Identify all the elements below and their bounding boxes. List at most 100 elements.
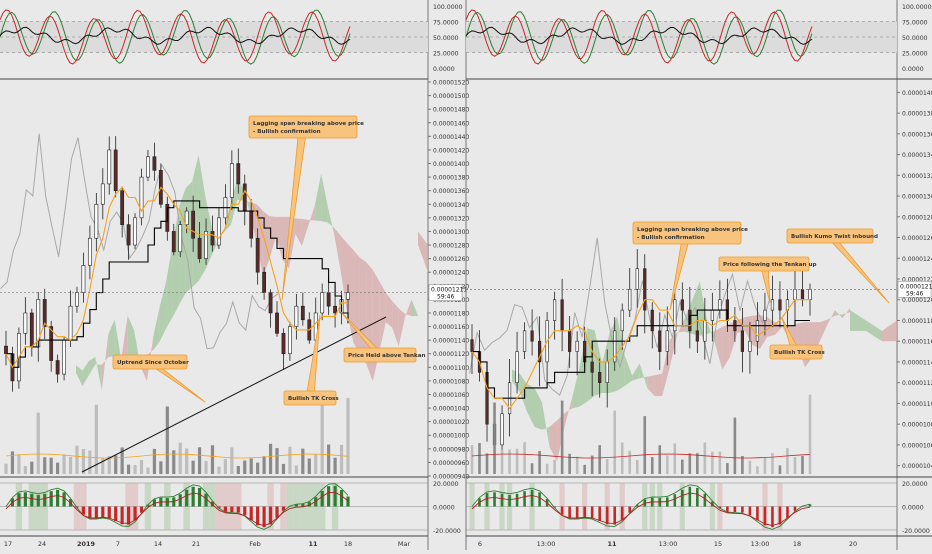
candle-body bbox=[146, 157, 149, 177]
volume-bar bbox=[636, 460, 639, 474]
volume-bar bbox=[478, 443, 481, 474]
volume-bar bbox=[764, 458, 767, 474]
osc-tick-label: 100.0000 bbox=[902, 4, 932, 11]
price-tick-label: 0.00001140 bbox=[902, 359, 932, 366]
osc-tick-label: 75.0000 bbox=[902, 20, 928, 27]
volume-bar bbox=[809, 395, 812, 474]
macd-histogram-bar bbox=[230, 507, 233, 513]
candle-body bbox=[756, 320, 759, 341]
price-tick-label: 0.00001120 bbox=[433, 351, 469, 358]
macd-histogram-bar bbox=[62, 492, 65, 506]
candle-body bbox=[133, 218, 136, 245]
candle-body bbox=[651, 310, 654, 331]
macd-histogram-bar bbox=[704, 494, 707, 507]
volume-bar bbox=[11, 451, 14, 474]
macd-histogram-bar bbox=[786, 507, 789, 518]
volume-bar bbox=[643, 416, 646, 474]
macd-tick-label: -20.0000 bbox=[433, 528, 461, 535]
candle-body bbox=[576, 341, 579, 351]
macd-histogram-bar bbox=[263, 507, 266, 528]
annotation-text: Price Held above Tenkan bbox=[348, 353, 426, 359]
candle-body bbox=[62, 340, 65, 374]
volume-bar bbox=[501, 450, 504, 474]
volume-bar bbox=[493, 403, 496, 474]
volume-bar bbox=[62, 454, 65, 474]
volume-bar bbox=[568, 454, 571, 474]
candle-body bbox=[69, 306, 72, 340]
volume-bar bbox=[621, 443, 624, 474]
price-tick-label: 0.00001040 bbox=[433, 406, 469, 413]
volume-bar bbox=[689, 453, 692, 474]
volume-bar bbox=[250, 459, 253, 474]
macd-histogram-bar bbox=[243, 507, 246, 516]
candle-body bbox=[333, 306, 336, 313]
volume-bar bbox=[327, 445, 330, 474]
macd-histogram-bar bbox=[598, 507, 601, 522]
annotation-text: Bullish TK Cross bbox=[774, 350, 825, 356]
candle-body bbox=[95, 204, 98, 238]
macd-histogram-bar bbox=[256, 507, 259, 526]
price-tick-label: 0.00001240 bbox=[902, 256, 932, 263]
volume-bar bbox=[583, 465, 586, 474]
price-tick-label: 0.00001380 bbox=[902, 111, 932, 118]
volume-bar bbox=[516, 449, 519, 474]
candle-body bbox=[185, 211, 188, 225]
volume-bar bbox=[146, 468, 149, 474]
macd-histogram-bar bbox=[56, 490, 59, 507]
osc-band bbox=[0, 22, 428, 53]
volume-bar bbox=[734, 418, 737, 474]
time-tick-label: 15 bbox=[714, 540, 722, 548]
volume-bar bbox=[576, 457, 579, 474]
volume-bar bbox=[523, 442, 526, 474]
macd-histogram-bar bbox=[185, 490, 188, 507]
candle-body bbox=[658, 331, 661, 352]
macd-histogram-bar bbox=[133, 507, 136, 521]
candle-body bbox=[621, 310, 624, 331]
macd-histogram-bar bbox=[237, 507, 240, 513]
volume-bar bbox=[56, 463, 59, 474]
time-tick-label: 14 bbox=[154, 540, 162, 548]
candle-body bbox=[204, 231, 207, 258]
candle-body bbox=[282, 333, 285, 353]
volume-bar bbox=[711, 452, 714, 474]
macd-tick-label: 0.0000 bbox=[902, 505, 924, 512]
price-tick-label: 0.00001340 bbox=[902, 152, 932, 159]
volume-bar bbox=[288, 447, 291, 474]
macd-histogram-bar bbox=[198, 488, 201, 507]
macd-histogram-bar bbox=[346, 497, 349, 507]
candle-body bbox=[24, 313, 27, 333]
annotation-text: - Bullish confirmation bbox=[253, 129, 321, 135]
macd-histogram-bar bbox=[30, 494, 33, 507]
candle-body bbox=[501, 414, 504, 445]
volume-bar bbox=[786, 448, 789, 474]
macd-histogram-bar bbox=[583, 507, 586, 518]
volume-bar bbox=[198, 447, 201, 474]
macd-histogram-bar bbox=[224, 507, 227, 512]
price-marker-value: 0.00001211 bbox=[900, 283, 932, 290]
volume-bar bbox=[301, 449, 304, 474]
candle-body bbox=[153, 157, 156, 171]
price-tick-label: 0.00001480 bbox=[433, 107, 469, 114]
candle-body bbox=[198, 238, 201, 258]
time-tick-label: Mar bbox=[398, 540, 411, 548]
candle-body bbox=[301, 306, 304, 320]
time-tick-label: 13:00 bbox=[659, 540, 678, 548]
macd-histogram-bar bbox=[621, 507, 624, 521]
candle-body bbox=[88, 238, 91, 265]
volume-bar bbox=[43, 457, 46, 474]
volume-bar bbox=[69, 457, 72, 474]
osc-tick-label: 50.0000 bbox=[902, 35, 928, 42]
volume-bar bbox=[204, 461, 207, 474]
volume-bar bbox=[140, 460, 143, 474]
volume-bar bbox=[308, 458, 311, 474]
kumo-cloud-segment bbox=[366, 262, 372, 381]
volume-bar bbox=[658, 445, 661, 474]
volume-bar bbox=[263, 456, 266, 474]
candle-body bbox=[591, 362, 594, 372]
volume-bar bbox=[243, 460, 246, 474]
time-tick-label: 18 bbox=[344, 540, 352, 548]
candle-body bbox=[211, 231, 214, 245]
price-tick-label: 0.00001160 bbox=[902, 339, 932, 346]
macd-histogram-bar bbox=[764, 507, 767, 526]
candle-body bbox=[561, 300, 564, 331]
